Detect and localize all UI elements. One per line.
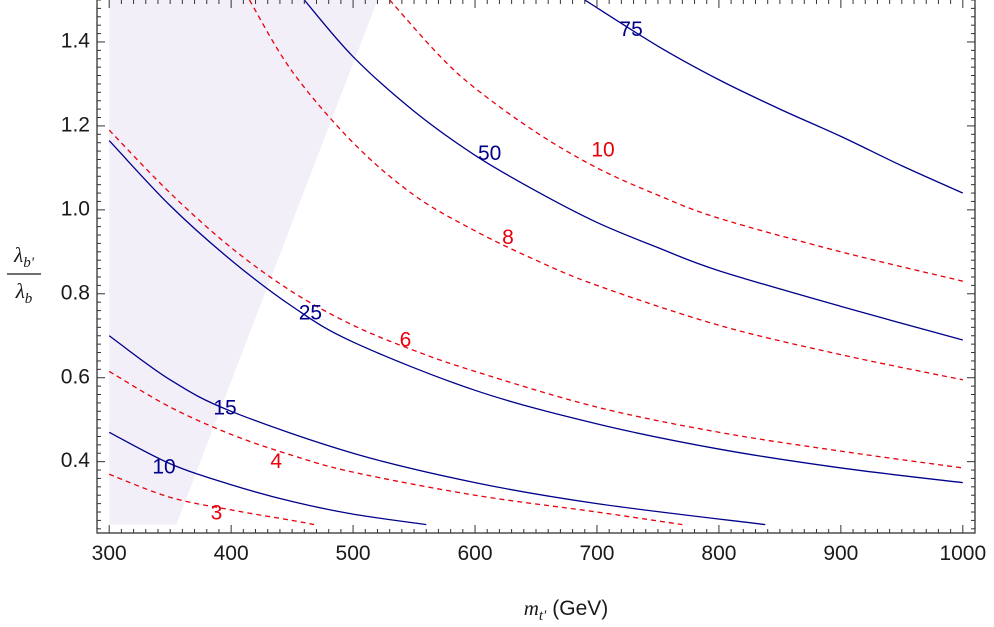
y-tick-label: 1.0 — [61, 197, 90, 220]
x-axis-symbol: m — [524, 596, 539, 620]
y-tick-label: 1.2 — [61, 113, 90, 136]
y-tick-label: 0.8 — [61, 281, 90, 304]
x-tick-label: 700 — [579, 542, 614, 565]
y-axis-label: λb' λb — [7, 243, 41, 307]
x-tick-label: 800 — [701, 542, 736, 565]
y-axis-numerator-subscript: b' — [23, 255, 35, 271]
x-tick-label: 900 — [823, 542, 858, 565]
contour-line-solid-75 — [584, 0, 964, 194]
y-tick-label: 0.6 — [61, 365, 90, 388]
contour-line-dashed-8 — [248, 0, 963, 381]
contour-label-dashed-4: 4 — [270, 450, 282, 473]
contour-line-dashed-6 — [108, 129, 963, 469]
y-axis-numerator-symbol: λ — [13, 243, 23, 267]
contour-line-dashed-3 — [108, 473, 315, 526]
x-tick-label: 500 — [336, 542, 371, 565]
contour-label-solid-75: 75 — [619, 18, 642, 41]
shaded-region — [109, 0, 378, 525]
x-tick-label: 1000 — [939, 542, 986, 565]
contour-line-solid-15 — [108, 335, 766, 526]
x-tick-label: 400 — [214, 542, 249, 565]
y-tick-label: 0.4 — [61, 449, 91, 472]
contour-label-dashed-6: 6 — [400, 328, 412, 351]
contour-line-solid-10 — [108, 431, 427, 526]
contour-label-solid-15: 15 — [213, 397, 236, 420]
contour-label-dashed-3: 3 — [211, 502, 223, 525]
y-axis-denominator: λb — [15, 279, 33, 307]
x-tick-label: 300 — [92, 542, 127, 565]
contour-line-solid-50 — [303, 0, 963, 341]
contour-line-dashed-10 — [389, 0, 963, 282]
y-axis-denominator-symbol: λ — [15, 279, 25, 303]
contour-lines-layer — [108, 0, 964, 526]
contour-labels-layer: 10 15 25 50 75 3 4 6 8 10 — [152, 18, 642, 525]
x-axis-label: mt' (GeV) — [524, 596, 609, 624]
contour-label-solid-50: 50 — [478, 142, 501, 165]
contour-line-dashed-4 — [108, 370, 683, 526]
x-axis-symbol-subscript: t' — [539, 608, 547, 624]
y-axis-ticks: 0.4 0.6 0.8 1.0 1.2 1.4 — [61, 0, 975, 530]
shaded-region-layer — [109, 0, 378, 525]
contour-label-dashed-8: 8 — [502, 226, 514, 249]
contour-label-solid-10: 10 — [152, 455, 175, 478]
x-tick-label: 600 — [458, 542, 493, 565]
contour-line-solid-25 — [108, 140, 963, 484]
y-tick-label: 1.4 — [61, 30, 91, 53]
contour-label-dashed-10: 10 — [591, 139, 614, 162]
contour-label-solid-25: 25 — [299, 301, 322, 324]
y-axis-numerator: λb' — [13, 243, 35, 271]
x-axis-unit: (GeV) — [552, 597, 608, 620]
x-axis-ticks: 300 400 500 600 700 800 900 1000 — [92, 0, 986, 565]
y-axis-denominator-subscript: b — [25, 291, 33, 307]
